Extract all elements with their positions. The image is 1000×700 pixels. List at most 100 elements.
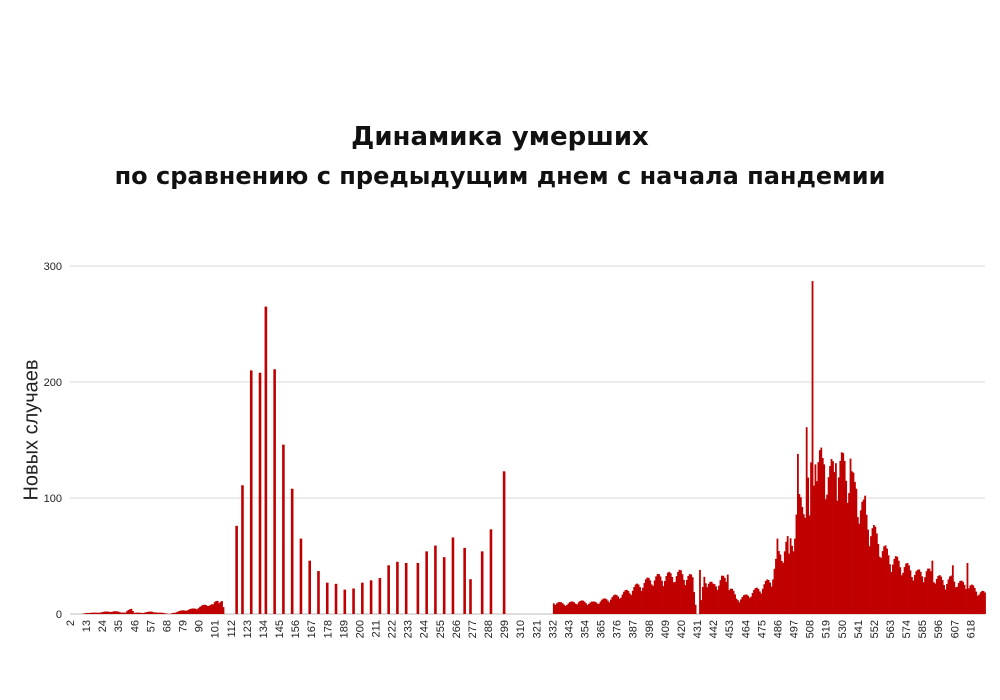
bar	[123, 612, 125, 614]
bar	[646, 577, 649, 614]
bar	[661, 580, 663, 614]
bar	[153, 612, 156, 614]
bar	[687, 576, 690, 614]
bar	[751, 592, 754, 614]
x-tick-label: 134	[258, 620, 270, 638]
bar	[922, 582, 925, 614]
bar	[206, 605, 209, 614]
x-tick-label: 464	[740, 620, 752, 638]
bar	[184, 610, 187, 614]
bar	[842, 453, 845, 614]
bar	[846, 502, 849, 614]
bar	[931, 560, 934, 614]
bar	[99, 612, 102, 614]
bar	[222, 607, 225, 614]
bar	[558, 601, 561, 614]
bar	[912, 580, 915, 614]
bar	[145, 612, 147, 614]
x-tick-label: 398	[644, 620, 656, 638]
bar	[308, 560, 312, 614]
bar	[874, 526, 877, 614]
bar	[590, 601, 593, 614]
bar	[146, 611, 149, 614]
x-tick-label: 332	[547, 620, 559, 638]
bar	[835, 463, 837, 614]
bar	[894, 556, 897, 614]
bar	[710, 581, 713, 614]
bar	[889, 564, 891, 614]
bar	[896, 556, 899, 614]
chart-title-line-1: Динамика умерших	[351, 122, 649, 152]
bar	[219, 601, 222, 614]
bar	[580, 600, 583, 614]
bar	[906, 562, 909, 614]
x-tick-label: 244	[419, 620, 431, 638]
bar	[662, 586, 665, 614]
bar	[725, 581, 728, 614]
bar	[969, 585, 972, 614]
bar	[897, 560, 900, 614]
bar	[396, 561, 399, 614]
bar	[557, 602, 560, 614]
x-tick-label: 596	[933, 620, 945, 638]
bar	[668, 571, 671, 614]
bar	[552, 603, 555, 614]
bar	[769, 582, 772, 614]
bar	[816, 481, 818, 614]
x-tick-label: 255	[435, 620, 447, 638]
bar	[830, 459, 833, 614]
bar	[671, 577, 674, 614]
bar	[845, 480, 848, 614]
bar	[161, 612, 163, 614]
bar	[213, 602, 216, 614]
bar	[216, 600, 219, 614]
bar	[984, 592, 986, 614]
x-tick-label: 35	[113, 620, 125, 632]
bar	[264, 306, 268, 614]
bar	[114, 611, 117, 614]
bar	[463, 547, 466, 614]
y-tick-label: 300	[44, 261, 62, 273]
bar	[731, 588, 734, 614]
bar	[760, 593, 763, 614]
bar	[570, 601, 573, 614]
bar	[729, 588, 732, 614]
bar	[981, 590, 983, 614]
bar	[361, 582, 364, 614]
bar	[892, 564, 894, 614]
bar	[92, 612, 95, 614]
bar	[212, 604, 215, 614]
bar	[712, 583, 715, 614]
bar	[817, 462, 820, 614]
bar	[713, 584, 716, 614]
bar	[870, 536, 872, 614]
bar	[851, 471, 853, 614]
bar	[187, 609, 190, 614]
x-tick-label: 442	[708, 620, 720, 638]
bar	[130, 608, 133, 614]
bar	[177, 611, 180, 614]
bar	[612, 595, 615, 614]
bar	[658, 574, 660, 614]
bar	[780, 561, 783, 614]
bar	[742, 595, 745, 614]
bar	[586, 605, 589, 614]
bar	[883, 546, 886, 614]
bar	[978, 594, 981, 614]
bar	[902, 572, 905, 614]
bar	[606, 600, 609, 614]
bar	[919, 571, 922, 614]
bar	[317, 571, 320, 614]
bar	[605, 599, 608, 614]
bar	[282, 444, 285, 614]
bar	[618, 598, 621, 614]
bar	[916, 569, 919, 614]
bar	[121, 612, 124, 614]
bar	[186, 610, 188, 614]
x-tick-label: 497	[789, 620, 801, 638]
bar	[680, 570, 682, 614]
bar	[965, 589, 967, 614]
bar	[137, 612, 140, 614]
x-tick-label: 288	[483, 620, 495, 638]
bar	[674, 581, 677, 614]
